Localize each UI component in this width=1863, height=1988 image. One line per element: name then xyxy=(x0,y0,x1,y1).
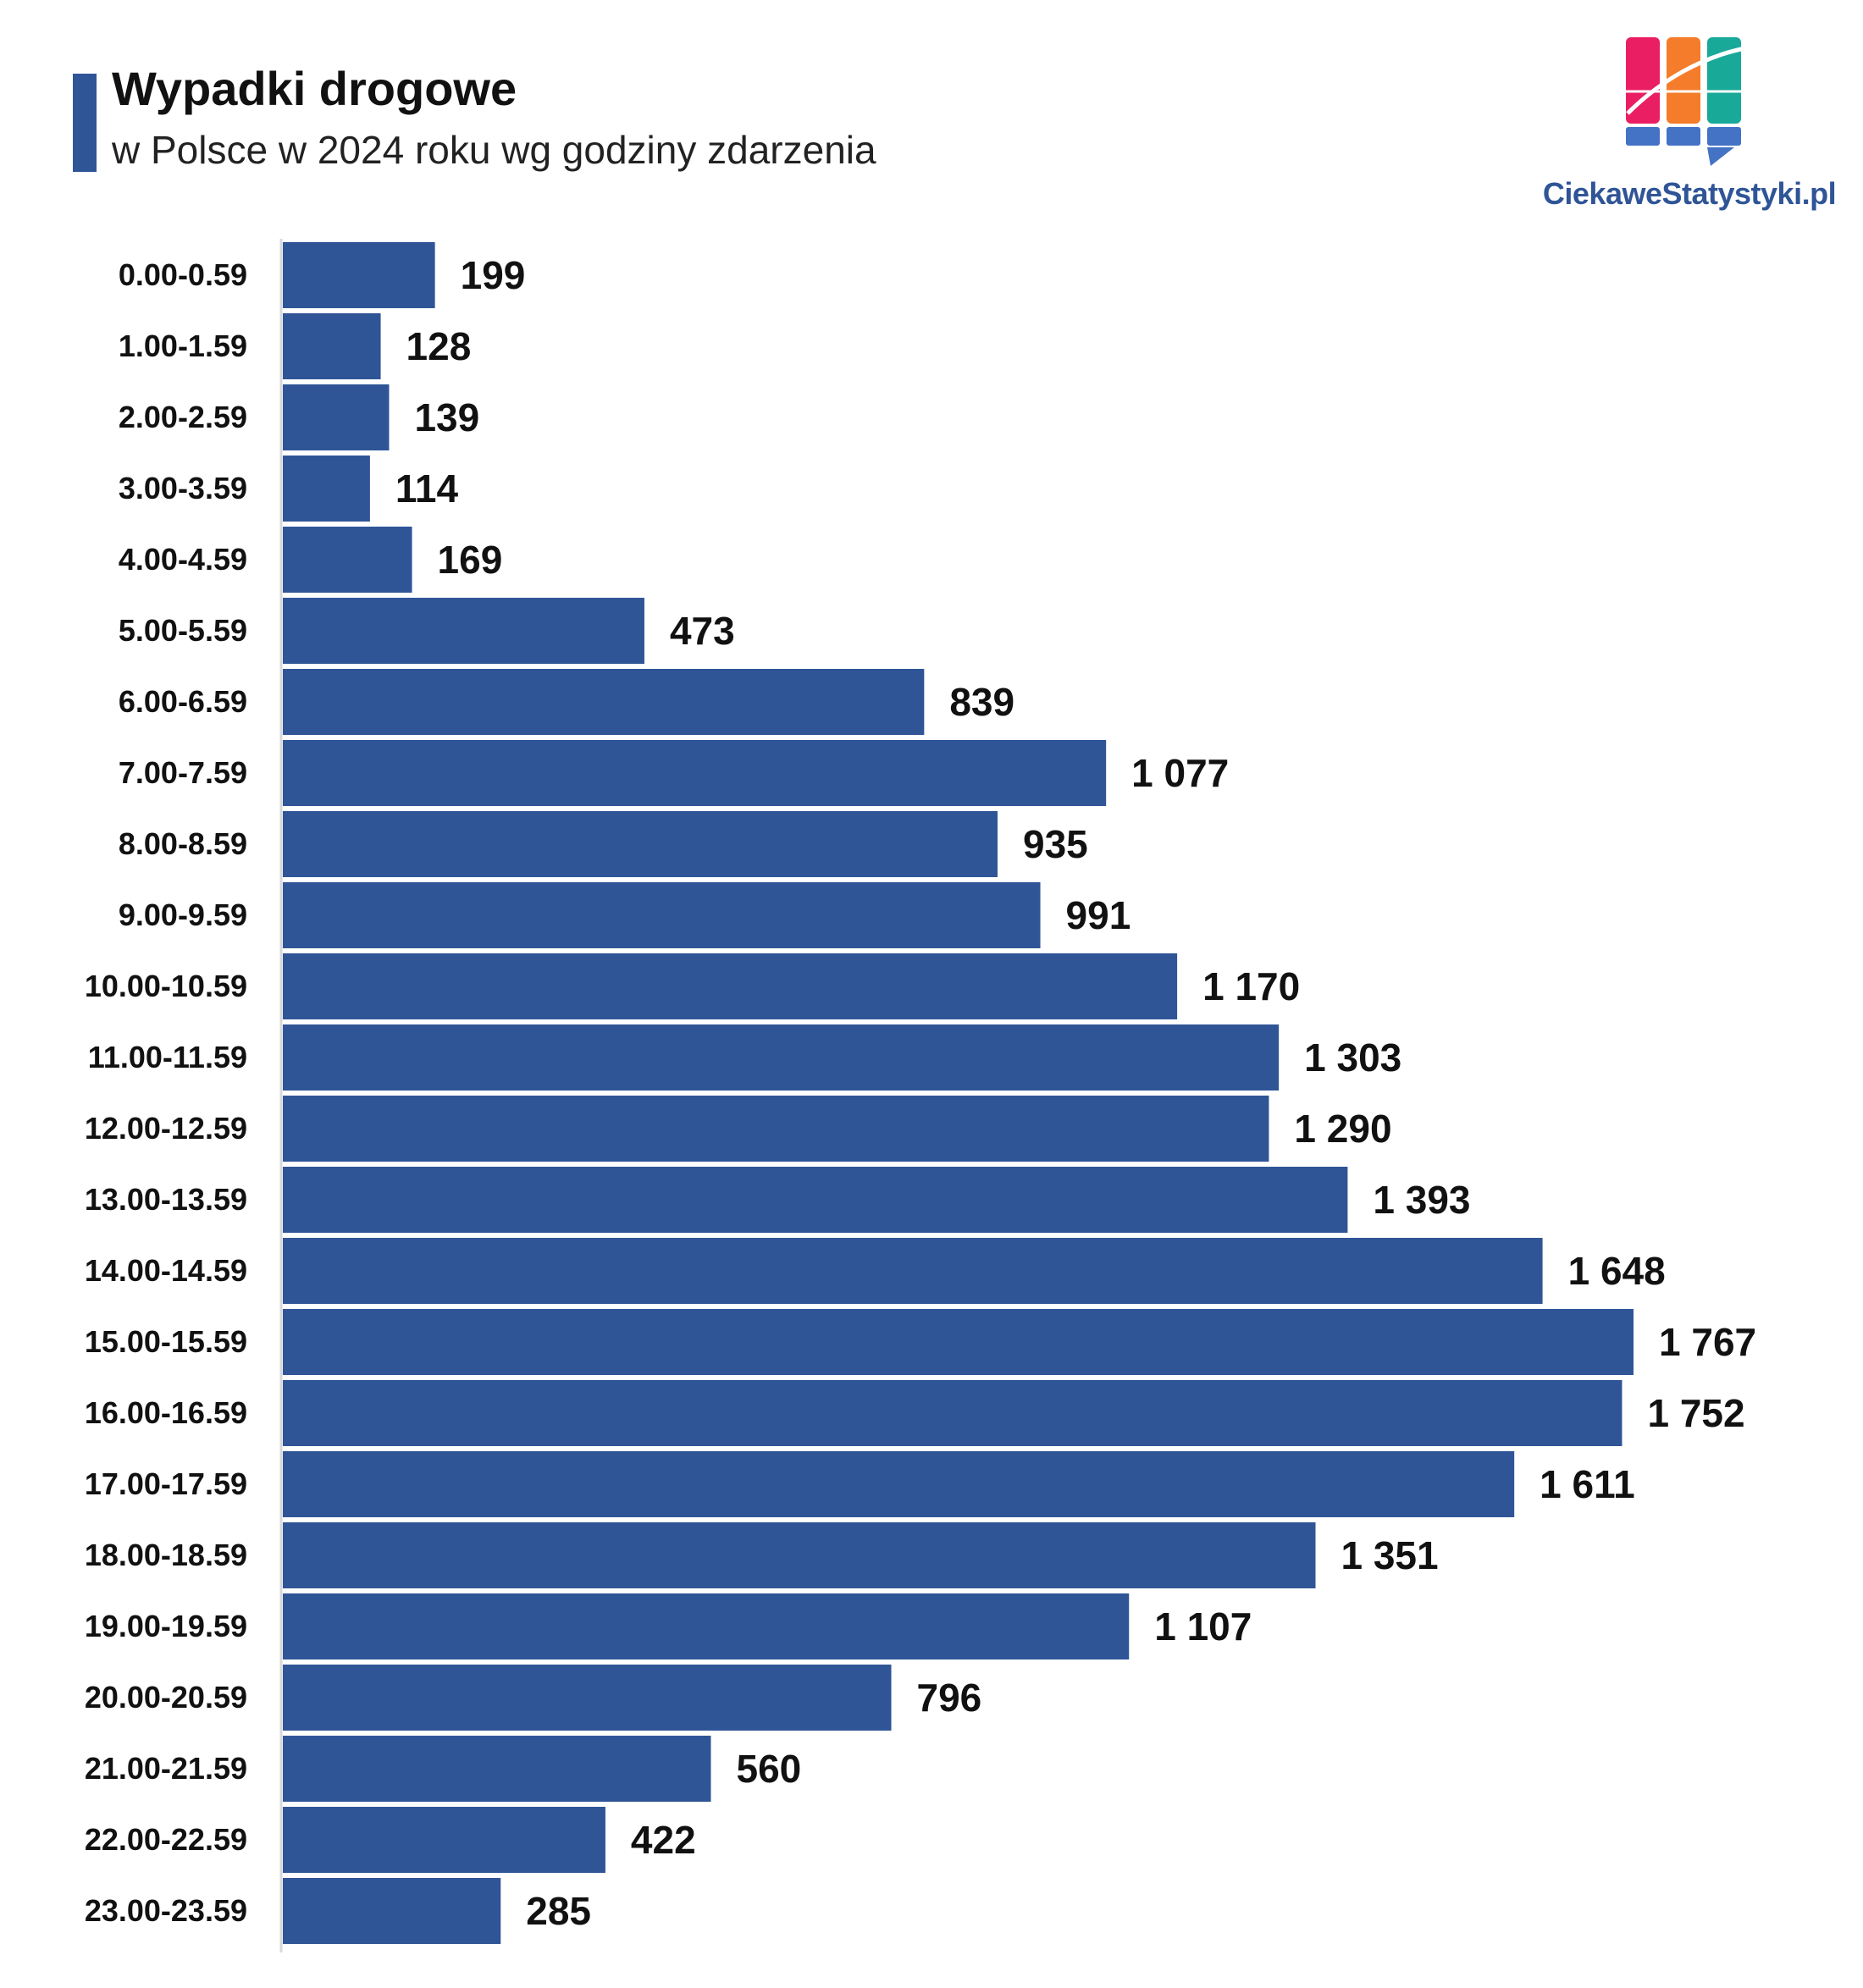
bar-18.00-18.59 xyxy=(283,1522,1316,1588)
category-label: 15.00-15.59 xyxy=(85,1324,247,1359)
bar-11.00-11.59 xyxy=(283,1024,1280,1091)
category-label: 4.00-4.59 xyxy=(119,542,247,577)
value-label: 1 752 xyxy=(1647,1391,1744,1435)
bar-8.00-8.59 xyxy=(283,811,998,877)
category-label: 1.00-1.59 xyxy=(119,329,247,363)
value-label: 169 xyxy=(438,538,503,582)
category-label: 20.00-20.59 xyxy=(85,1680,247,1715)
category-label: 19.00-19.59 xyxy=(85,1609,247,1643)
bar-17.00-17.59 xyxy=(283,1451,1515,1517)
bar-23.00-23.59 xyxy=(283,1878,501,1944)
value-label: 1 290 xyxy=(1294,1107,1391,1151)
bar-2.00-2.59 xyxy=(283,384,390,450)
category-label: 17.00-17.59 xyxy=(85,1466,247,1501)
category-label: 23.00-23.59 xyxy=(85,1893,247,1928)
bar-14.00-14.59 xyxy=(283,1238,1543,1304)
value-label: 1 767 xyxy=(1659,1320,1756,1364)
logo-icon xyxy=(1626,37,1750,166)
value-label: 796 xyxy=(917,1676,982,1720)
bar-5.00-5.59 xyxy=(283,598,644,664)
category-label: 10.00-10.59 xyxy=(85,969,247,1003)
value-label: 991 xyxy=(1066,893,1131,937)
value-label: 473 xyxy=(670,609,735,653)
category-label: 13.00-13.59 xyxy=(85,1182,247,1217)
category-label: 0.00-0.59 xyxy=(119,257,247,292)
bar-10.00-10.59 xyxy=(283,953,1178,1019)
category-label: 8.00-8.59 xyxy=(119,826,247,861)
bar-16.00-16.59 xyxy=(283,1380,1623,1446)
value-label: 128 xyxy=(406,324,472,368)
category-label: 14.00-14.59 xyxy=(85,1253,247,1288)
value-label: 1 648 xyxy=(1568,1249,1666,1293)
value-label: 839 xyxy=(949,680,1014,724)
bar-4.00-4.59 xyxy=(283,527,412,593)
value-label: 935 xyxy=(1023,822,1088,866)
category-label: 21.00-21.59 xyxy=(85,1751,247,1786)
bar-7.00-7.59 xyxy=(283,740,1107,806)
category-label: 12.00-12.59 xyxy=(85,1111,247,1146)
category-label: 22.00-22.59 xyxy=(85,1822,247,1857)
value-label: 139 xyxy=(414,395,479,439)
value-label: 1 393 xyxy=(1373,1178,1470,1222)
value-label: 1 077 xyxy=(1131,751,1229,795)
bar-12.00-12.59 xyxy=(283,1096,1269,1162)
value-label: 285 xyxy=(526,1889,591,1933)
value-label: 422 xyxy=(631,1818,696,1862)
category-label: 16.00-16.59 xyxy=(85,1395,247,1430)
category-label: 5.00-5.59 xyxy=(119,613,247,648)
chart-subtitle: w Polsce w 2024 roku wg godziny zdarzeni… xyxy=(112,128,876,172)
value-label: 199 xyxy=(461,253,526,297)
value-label: 1 351 xyxy=(1341,1533,1438,1577)
bar-13.00-13.59 xyxy=(283,1167,1348,1233)
category-label: 2.00-2.59 xyxy=(119,400,247,434)
bar-0.00-0.59 xyxy=(283,242,435,308)
value-label: 1 107 xyxy=(1154,1604,1252,1648)
bar-15.00-15.59 xyxy=(283,1309,1634,1375)
category-label: 9.00-9.59 xyxy=(119,897,247,932)
category-label: 18.00-18.59 xyxy=(85,1538,247,1572)
bar-19.00-19.59 xyxy=(283,1593,1130,1659)
bar-20.00-20.59 xyxy=(283,1665,892,1731)
bar-1.00-1.59 xyxy=(283,313,381,379)
chart-title: Wypadki drogowe xyxy=(112,62,517,115)
category-label: 7.00-7.59 xyxy=(119,755,247,790)
bar-6.00-6.59 xyxy=(283,669,925,735)
value-label: 560 xyxy=(736,1747,801,1791)
value-label: 1 170 xyxy=(1202,964,1300,1008)
value-label: 114 xyxy=(395,467,459,511)
category-label: 11.00-11.59 xyxy=(88,1040,247,1074)
logo: CiekaweStatystyki.pl xyxy=(1541,30,1838,225)
value-label: 1 303 xyxy=(1304,1035,1401,1080)
logo-text: CiekaweStatystyki.pl xyxy=(1542,176,1837,211)
category-label: 6.00-6.59 xyxy=(119,684,247,719)
bar-9.00-9.59 xyxy=(283,882,1041,948)
bar-3.00-3.59 xyxy=(283,456,370,522)
bar-chart: 0.00-0.59 199 1.00-1.59 128 2.00-2.59 139 3.00… xyxy=(85,239,1756,1952)
value-label: 1 611 xyxy=(1540,1462,1635,1506)
title-accent-bar xyxy=(73,74,97,172)
bar-22.00-22.59 xyxy=(283,1807,605,1873)
bar-21.00-21.59 xyxy=(283,1736,711,1802)
category-label: 3.00-3.59 xyxy=(119,471,247,505)
